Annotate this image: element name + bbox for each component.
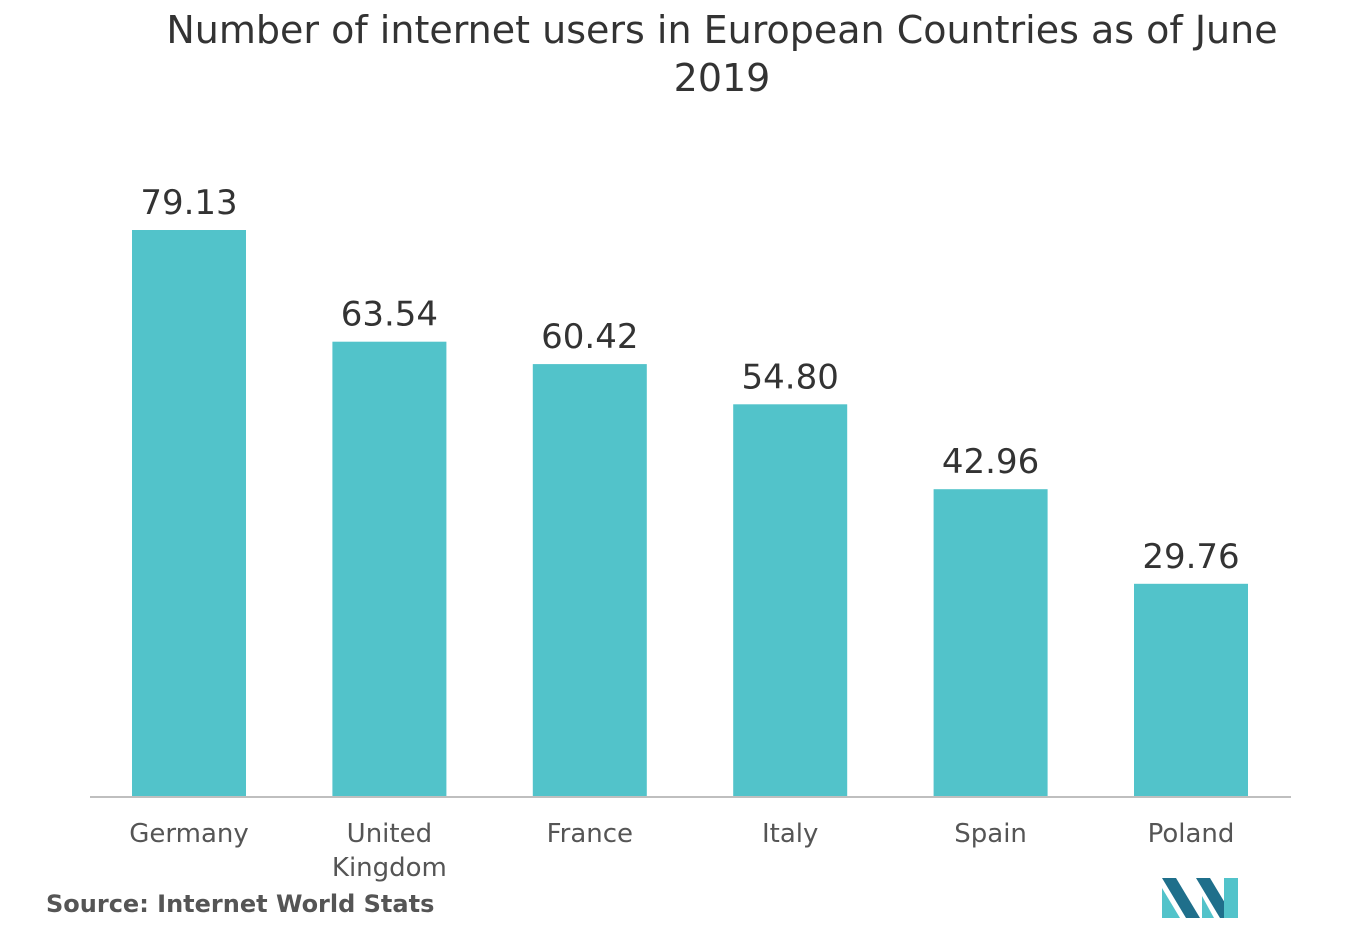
value-labels-group: 79.13 63.54 60.42 54.80 42.96 29.76 [140,183,1239,577]
category-label: Kingdom [332,853,447,883]
bar-germany [132,230,246,797]
bar-france [532,364,647,797]
category-labels-group: Germany United Kingdom France Italy Spain Pola… [129,819,1234,883]
value-label: 54.80 [742,357,839,397]
category-label: Spain [954,819,1027,849]
bar-chart: 79.13 63.54 60.42 54.80 42.96 29.76 Germany Un… [90,183,1291,883]
category-label: France [547,819,633,849]
brand-logo-icon [1162,878,1238,918]
bar-italy [733,404,848,797]
category-label: Poland [1148,819,1235,849]
value-label: 42.96 [942,442,1039,482]
bar-spain [933,489,1048,797]
value-label: 63.54 [341,295,438,335]
category-label: Germany [129,819,249,849]
value-label: 79.13 [140,183,237,223]
bar-united-kingdom [332,341,447,797]
value-label: 60.42 [541,317,638,357]
bar-poland [1134,583,1248,797]
source-note: Source: Internet World Stats [46,890,435,918]
bars-group [132,230,1248,797]
category-label: United [347,819,432,849]
value-label: 29.76 [1142,537,1239,577]
chart-title: Number of internet users in European Cou… [166,8,1278,100]
category-label: Italy [762,819,818,849]
